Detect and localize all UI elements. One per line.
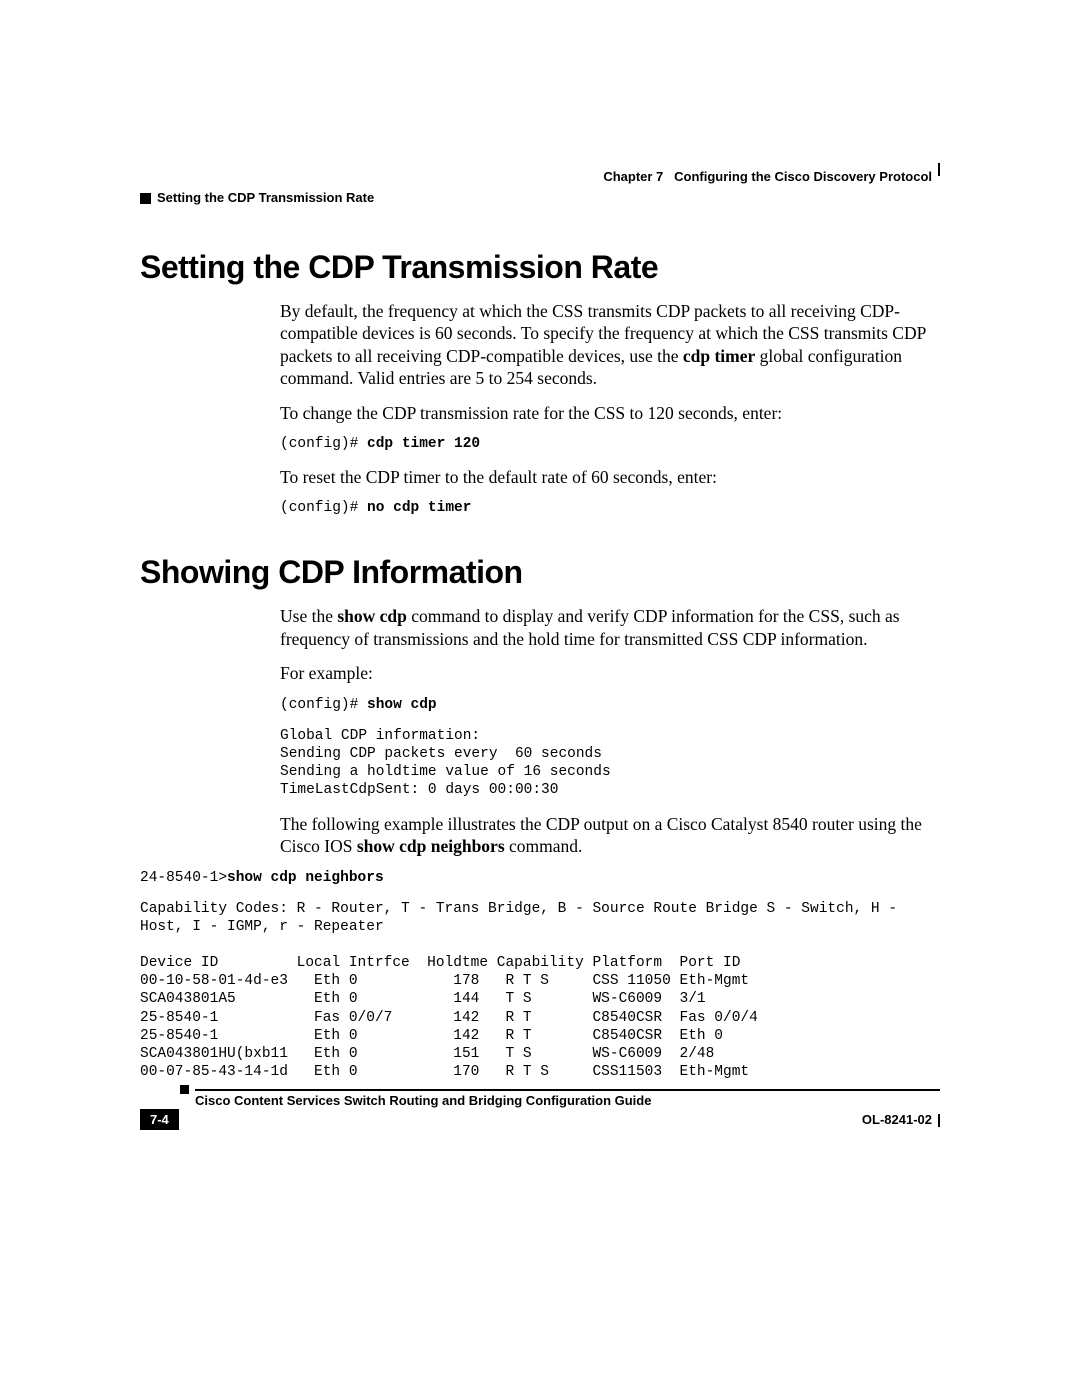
chapter-label: Chapter 7 (603, 169, 663, 184)
para: For example: (280, 662, 940, 684)
section-1-body: By default, the frequency at which the C… (280, 300, 940, 516)
footer-rule (195, 1089, 940, 1091)
para: The following example illustrates the CD… (280, 813, 940, 858)
book-title: Cisco Content Services Switch Routing an… (195, 1093, 651, 1108)
section-2-body: Use the show cdp command to display and … (280, 605, 940, 857)
para: By default, the frequency at which the C… (280, 300, 940, 390)
page-content: Chapter 7 Configuring the Cisco Discover… (140, 165, 940, 1095)
chapter-title: Configuring the Cisco Discovery Protocol (674, 169, 932, 184)
header-rule-icon (938, 163, 940, 176)
chapter-header: Chapter 7 Configuring the Cisco Discover… (140, 169, 932, 184)
command: cdp timer 120 (367, 436, 480, 452)
command: show cdp neighbors (227, 870, 384, 886)
command: show cdp (367, 697, 437, 713)
section-heading-2: Showing CDP Information (140, 554, 940, 591)
prompt: (config)# (280, 697, 367, 713)
full-width-output: 24-8540-1>show cdp neighbors Capability … (140, 870, 940, 1081)
breadcrumb-text: Setting the CDP Transmission Rate (157, 190, 374, 205)
command-example: (config)# no cdp timer (280, 500, 940, 516)
cmd-inline: show cdp (337, 606, 407, 626)
command-output: Global CDP information: Sending CDP pack… (280, 727, 940, 800)
prompt: (config)# (280, 500, 367, 516)
footer-rule-icon (938, 1114, 940, 1127)
command-example: 24-8540-1>show cdp neighbors (140, 870, 940, 886)
section-heading-1: Setting the CDP Transmission Rate (140, 249, 940, 286)
para: To change the CDP transmission rate for … (280, 402, 940, 424)
command-output: Capability Codes: R - Router, T - Trans … (140, 900, 940, 1081)
breadcrumb: Setting the CDP Transmission Rate (140, 190, 940, 205)
cmd-inline: cdp timer (683, 346, 755, 366)
square-bullet-icon (180, 1085, 189, 1094)
prompt: (config)# (280, 436, 367, 452)
prompt: 24-8540-1> (140, 870, 227, 886)
command-example: (config)# cdp timer 120 (280, 436, 940, 452)
command: no cdp timer (367, 500, 471, 516)
running-header: Chapter 7 Configuring the Cisco Discover… (140, 169, 940, 199)
cmd-inline: show cdp neighbors (357, 836, 505, 856)
para: To reset the CDP timer to the default ra… (280, 466, 940, 488)
page-number: 7-4 (140, 1109, 179, 1130)
square-bullet-icon (140, 193, 151, 204)
para: Use the show cdp command to display and … (280, 605, 940, 650)
doc-id: OL-8241-02 (862, 1112, 940, 1127)
command-example: (config)# show cdp (280, 697, 940, 713)
